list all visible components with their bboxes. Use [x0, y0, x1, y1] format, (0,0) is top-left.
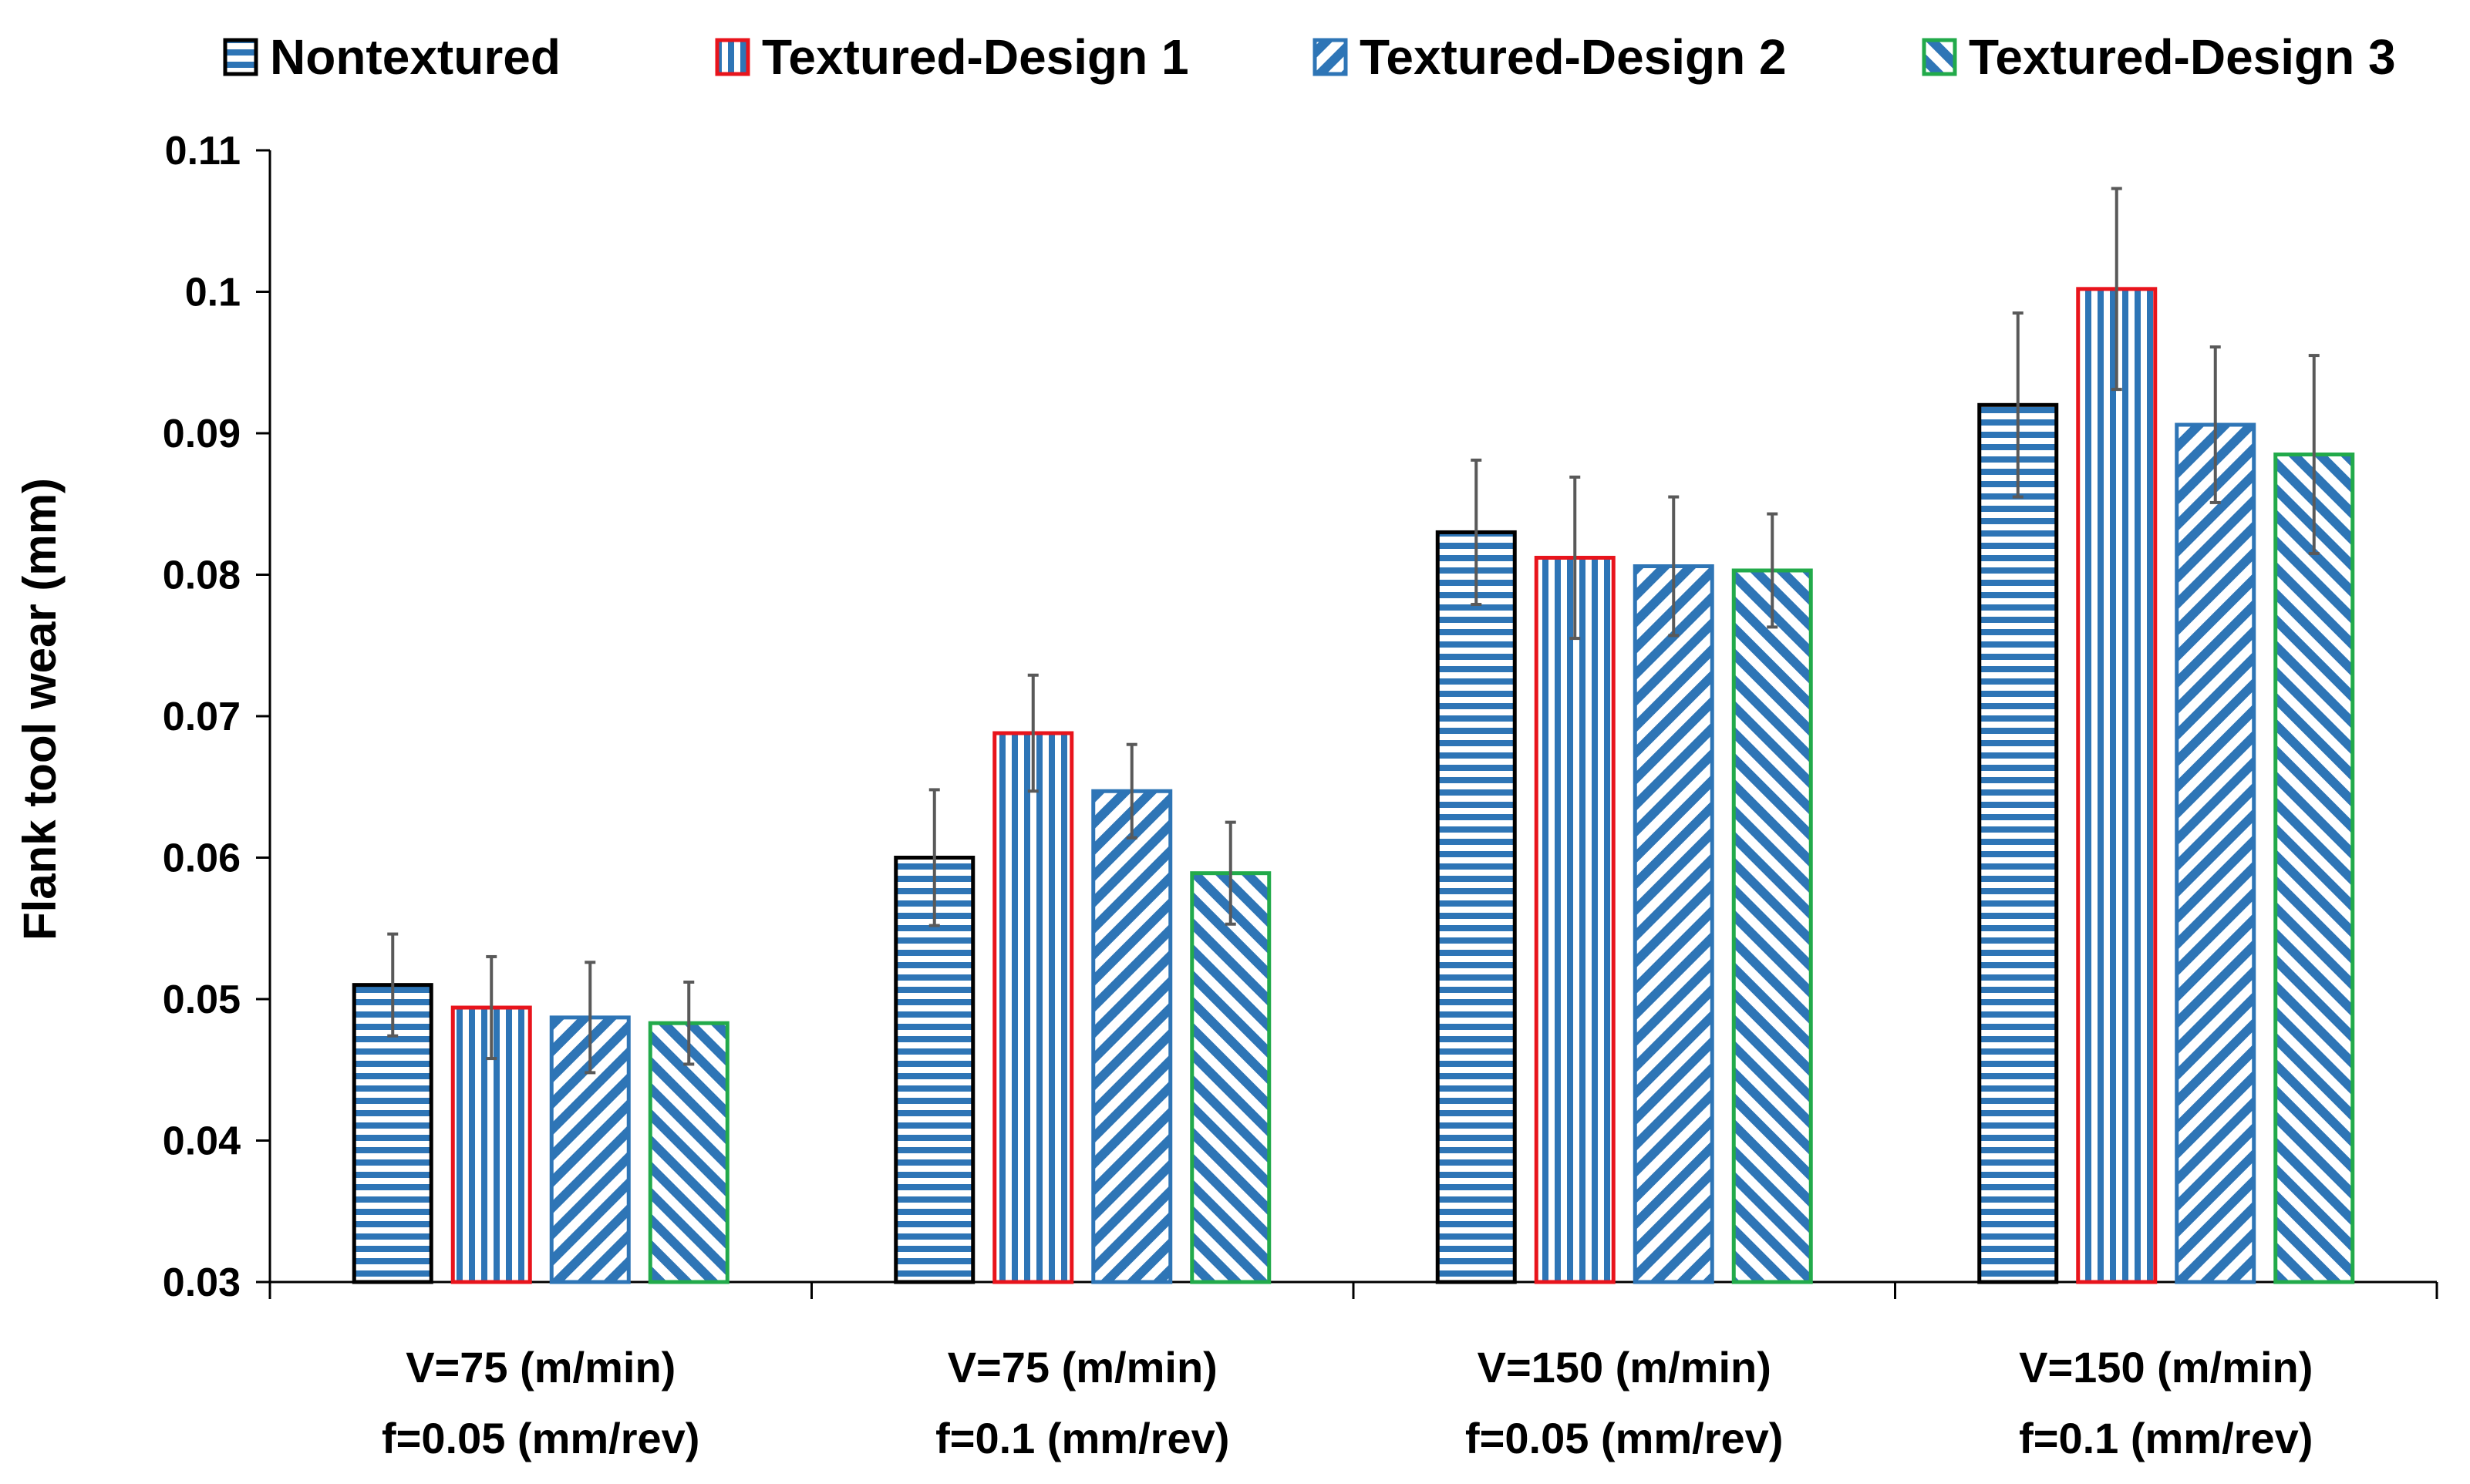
y-tick-label: 0.03	[163, 1260, 241, 1305]
legend-item: Nontextured	[223, 29, 561, 85]
error-bar	[486, 954, 497, 1061]
y-tick-label: 0.05	[163, 978, 241, 1022]
x-category-label: V=75 (m/min)	[948, 1343, 1218, 1391]
y-tick-label: 0.09	[163, 412, 241, 456]
bar-nontextured	[1435, 530, 1517, 1284]
error-bar	[1767, 512, 1778, 629]
legend-swatch	[715, 38, 750, 76]
y-tick-label: 0.11	[165, 129, 241, 173]
error-bar	[1126, 742, 1137, 840]
legend-label: Textured-Design 3	[1969, 29, 2396, 85]
legend-label: Nontextured	[270, 29, 561, 85]
legend-swatch	[223, 38, 258, 76]
error-bar	[2209, 345, 2221, 504]
x-category-label: f=0.1 (mm/rev)	[2019, 1414, 2313, 1462]
y-tick-label: 0.06	[163, 836, 241, 881]
bars	[352, 287, 2355, 1284]
bar-textured-design-3	[2273, 453, 2355, 1284]
bar-textured-design-1	[2076, 287, 2158, 1284]
y-tick-label: 0.07	[163, 695, 241, 739]
legend-label: Textured-Design 2	[1360, 29, 1787, 85]
bar-textured-design-3	[1190, 871, 1272, 1284]
bar-textured-design-1	[1534, 555, 1616, 1284]
x-category-label: f=0.05 (mm/rev)	[1465, 1414, 1783, 1462]
legend-label: Textured-Design 1	[762, 29, 1189, 85]
error-bar	[1225, 820, 1236, 926]
legend-item: Textured-Design 3	[1922, 29, 2396, 85]
bar-textured-design-3	[1731, 568, 1813, 1284]
y-axis-title: Flank tool wear (mm)	[14, 478, 66, 941]
error-bar	[585, 961, 596, 1075]
bar-textured-design-2	[2175, 422, 2256, 1284]
x-axis: V=75 (m/min) f=0.05 (mm/rev) V=75 (m/min) f…	[268, 1280, 2438, 1462]
error-bar	[2012, 311, 2024, 499]
error-bars	[387, 187, 2320, 1075]
legend-swatch	[1313, 38, 1348, 76]
error-bar	[1569, 475, 1581, 641]
y-tick-label: 0.1	[185, 271, 241, 315]
x-category-label: f=0.1 (mm/rev)	[935, 1414, 1229, 1462]
x-category-label: V=150 (m/min)	[1478, 1343, 1771, 1391]
error-bar	[387, 932, 399, 1038]
x-category-label: f=0.05 (mm/rev)	[382, 1414, 699, 1462]
x-category-label: V=75 (m/min)	[406, 1343, 676, 1391]
y-axis: 0.03 0.04 0.05 0.06 0.07 0.08 0.09 0.1 0.11	[163, 129, 271, 1305]
error-bar	[2111, 187, 2122, 392]
bar-textured-design-1	[992, 731, 1074, 1284]
error-bar	[928, 788, 940, 927]
x-category-label: V=150 (m/min)	[2019, 1343, 2313, 1391]
y-tick-label: 0.04	[163, 1119, 241, 1164]
y-tick-label: 0.08	[163, 554, 241, 598]
error-bar	[1027, 673, 1039, 793]
legend-swatch	[1922, 38, 1957, 76]
error-bar	[1471, 458, 1482, 607]
bar-textured-design-1	[450, 1005, 532, 1284]
bar-nontextured	[352, 983, 433, 1284]
bar-textured-design-2	[1633, 564, 1714, 1284]
bar-textured-design-3	[648, 1021, 730, 1284]
bar-textured-design-2	[1091, 789, 1173, 1284]
legend-item: Textured-Design 1	[715, 29, 1189, 85]
error-bar	[683, 980, 695, 1066]
bar-nontextured	[1977, 402, 2059, 1284]
legend-item: Textured-Design 2	[1313, 29, 1787, 85]
error-bar	[1668, 495, 1680, 638]
legend: Nontextured Textured-Design 1 Textured-Des…	[223, 29, 2396, 85]
error-bar	[2308, 354, 2320, 555]
